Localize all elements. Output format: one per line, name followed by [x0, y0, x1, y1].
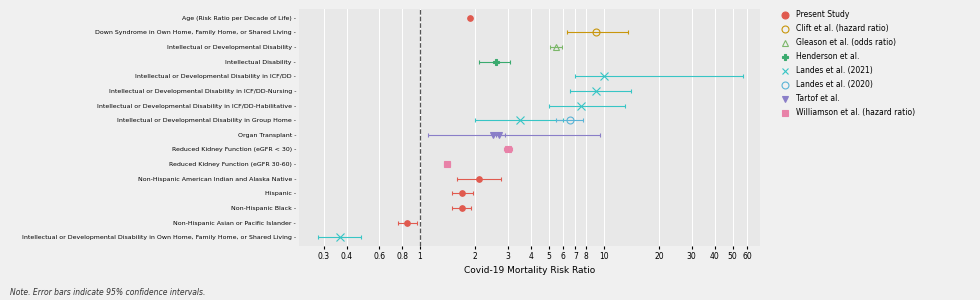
Text: Note. Error bars indicate 95% confidence intervals.: Note. Error bars indicate 95% confidence…: [10, 288, 205, 297]
Legend: Present Study, Clift et al. (hazard ratio), Gleason et al. (odds ratio), Henders: Present Study, Clift et al. (hazard rati…: [777, 11, 915, 117]
X-axis label: Covid-19 Mortality Risk Ratio: Covid-19 Mortality Risk Ratio: [464, 266, 595, 275]
